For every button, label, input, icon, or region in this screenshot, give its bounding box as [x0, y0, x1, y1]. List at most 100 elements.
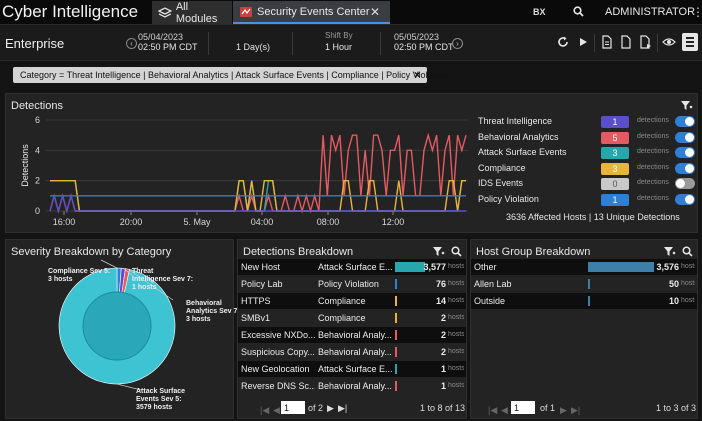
table-row[interactable]: Policy Lab Policy Violation 76 hosts [238, 276, 466, 292]
next-page-icon[interactable]: ▶ [327, 403, 334, 413]
start-time[interactable]: 02:50 PM CDT [138, 42, 198, 52]
detection-category: Behavioral Analy... [318, 330, 392, 340]
prev-page-icon[interactable]: ◀ [273, 405, 280, 415]
divider [380, 32, 381, 55]
table-row[interactable]: Reverse DNS Sc... Behavioral Analy... 1 hos… [238, 378, 466, 394]
filter-settings-icon[interactable] [432, 246, 445, 257]
report-icon[interactable] [600, 35, 614, 49]
page-number-input[interactable] [511, 401, 535, 414]
table-row[interactable]: New Geolocation Attack Surface E... 1 hosts [238, 361, 466, 377]
x-tick-label: 12:00 [382, 217, 405, 227]
host-count: 1 [440, 381, 446, 391]
series-line [49, 193, 466, 214]
chevron-left-icon[interactable]: ‹ [126, 38, 137, 49]
filter-settings-icon[interactable] [663, 246, 676, 257]
host-unit: hosts [448, 348, 464, 355]
host-unit: hosts [448, 297, 464, 304]
series-toggle[interactable] [675, 131, 695, 143]
legend-label: Behavioral Analytics [478, 131, 559, 142]
legend-count-badge: 5 [601, 131, 629, 144]
detection-name: Reverse DNS Sc... [241, 381, 315, 391]
chevron-right-icon[interactable]: › [452, 38, 463, 49]
tab-security-events-center[interactable]: Security Events Center ✕ [233, 1, 390, 24]
export-icon[interactable] [638, 35, 652, 49]
legend-label: Threat Intelligence [478, 116, 553, 126]
more-vertical-icon[interactable]: ⋮ [692, 5, 702, 19]
y-tick-label: 6 [35, 115, 40, 125]
first-page-icon[interactable]: |◀ [488, 405, 498, 415]
value-bar [395, 313, 397, 323]
value-bar [395, 364, 397, 374]
prev-page-icon[interactable]: ◀ [501, 405, 508, 415]
pie-leader-line [100, 259, 118, 269]
table-row[interactable]: New Host Attack Surface E... 3,577 hosts [238, 259, 466, 275]
series-toggle[interactable] [675, 162, 695, 174]
pie-label-line: 3 hosts [48, 276, 73, 283]
range-select[interactable]: 1 Day(s) [236, 42, 271, 52]
host-unit: hosts [681, 280, 695, 287]
row-range-label: 1 to 3 of 3 [656, 403, 697, 413]
last-page-icon[interactable]: ▶| [338, 403, 348, 413]
end-date[interactable]: 05/05/2023 [394, 32, 440, 42]
host-count: 14 [435, 296, 446, 306]
filter-settings-icon[interactable] [680, 100, 693, 111]
detections-breakdown-title: Detections Breakdown [243, 246, 354, 258]
tab-all-modules[interactable]: All Modules [152, 1, 232, 25]
play-icon[interactable] [576, 35, 590, 49]
pie-leader-line [122, 267, 134, 277]
pie-label-line: Events Sev 5: [136, 396, 182, 403]
series-toggle[interactable] [675, 178, 695, 189]
eye-icon[interactable] [662, 35, 676, 49]
series-toggle[interactable] [675, 193, 695, 205]
host-unit: hosts [448, 365, 464, 372]
user-menu[interactable]: ADMINISTRATOR [605, 6, 696, 18]
table-row[interactable]: Suspicious Copy... Behavioral Analy... 2 ho… [238, 344, 466, 360]
pie-label-line: Compliance Sev 5: [48, 268, 111, 275]
end-time[interactable]: 02:50 PM CDT [394, 42, 454, 52]
table-row[interactable]: Excessive NXDo... Behavioral Analy... 2 hos… [238, 327, 466, 343]
filter-chip[interactable]: Category = Threat Intelligence | Behavio… [13, 67, 447, 83]
series-line [49, 132, 467, 214]
host-count: 76 [435, 279, 446, 289]
legend-item: IDS Events 0 detections [478, 177, 698, 191]
table-row[interactable]: HTTPS Compliance 14 hosts [238, 293, 466, 309]
series-toggle[interactable] [675, 147, 695, 158]
table-row[interactable]: Other 3,576hosts [471, 259, 697, 275]
last-page-icon[interactable]: ▶| [571, 405, 581, 415]
time-toolbar: Enterprise ‹ 05/04/2023 02:50 PM CDT 1 D… [0, 26, 702, 61]
close-icon[interactable]: ✕ [413, 70, 421, 80]
host-unit: hosts [448, 280, 464, 287]
first-page-icon[interactable]: |◀ [260, 405, 270, 415]
page-number-input[interactable] [281, 401, 305, 414]
search-icon[interactable] [682, 246, 693, 257]
host-count: 10 [668, 296, 679, 306]
next-page-icon[interactable]: ▶ [560, 405, 567, 415]
detection-category: Behavioral Analy... [318, 381, 392, 391]
series-toggle[interactable] [675, 116, 695, 127]
search-icon[interactable] [451, 246, 462, 257]
close-icon[interactable]: ✕ [369, 5, 380, 19]
y-tick-label: 0 [35, 206, 40, 216]
refresh-icon[interactable] [556, 35, 570, 49]
host-count: 2 [440, 313, 446, 323]
x-tick-label: 08:00 [317, 217, 340, 227]
pie-label-line: 3 hosts [186, 316, 211, 323]
start-date[interactable]: 05/04/2023 [138, 32, 184, 42]
x-tick-label: 16:00 [53, 217, 76, 227]
app-title: Cyber Intelligence [2, 2, 139, 21]
detection-name: SMBv1 [241, 313, 271, 323]
host-group-name: Other [474, 262, 497, 272]
shift-by-select[interactable]: 1 Hour [325, 42, 353, 52]
pie-slice-label: Behavioral Analytics Sev 7: 3 hosts [186, 300, 240, 324]
table-row[interactable]: Allen Lab 50hosts [471, 276, 697, 292]
table-row[interactable]: SMBv1 Compliance 2 hosts [238, 310, 466, 326]
value-bar [588, 279, 590, 289]
bx-icon[interactable]: BX [533, 7, 546, 17]
enterprise-selector[interactable]: Enterprise [5, 36, 65, 51]
search-icon[interactable] [573, 6, 584, 17]
table-row[interactable]: Outside 10hosts [471, 293, 697, 309]
detection-name: New Host [241, 262, 281, 272]
hamburger-menu-icon[interactable] [682, 33, 698, 51]
document-icon[interactable] [619, 35, 633, 49]
legend-label: Policy Violation [478, 193, 539, 204]
